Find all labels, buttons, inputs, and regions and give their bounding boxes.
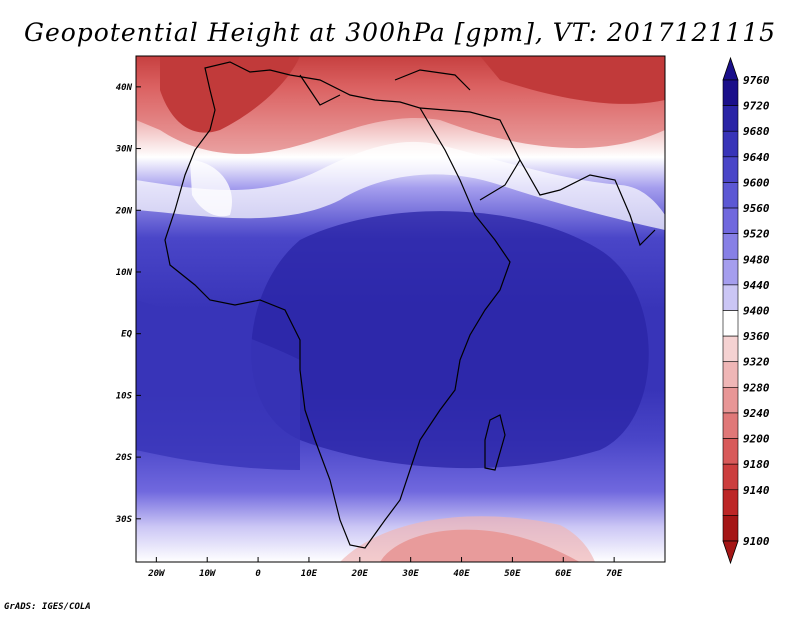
colorbar-label: 9140 xyxy=(743,484,770,497)
lon-tick-label: 0 xyxy=(255,569,261,579)
latitude-axis: 40N 30N 20N 10N EQ 10S 20S 30S xyxy=(115,83,141,525)
coastline-outline xyxy=(164,61,656,549)
colorbar-label: 9440 xyxy=(743,279,770,292)
colorbar-swatch xyxy=(722,207,739,234)
lon-tick-label: 20W xyxy=(147,569,166,579)
colorbar-swatch xyxy=(722,489,739,516)
colorbar-label: 9760 xyxy=(743,74,770,87)
lon-tick-label: 60E xyxy=(555,569,572,579)
colorbar-label: 9280 xyxy=(743,381,770,394)
lat-tick-label: 30S xyxy=(115,515,133,525)
colorbar-top-arrow xyxy=(722,56,739,81)
colorbar-swatch xyxy=(722,79,739,106)
longitude-axis: 20W 10W 0 10E 20E 30E 40E 50E 60E 70E xyxy=(147,557,623,579)
colorbar-label: 9480 xyxy=(743,253,770,266)
lat-tick-label: EQ xyxy=(121,330,132,340)
lat-tick-label: 20N xyxy=(115,206,133,216)
lon-tick-label: 10E xyxy=(301,569,318,579)
colorbar-label: 9680 xyxy=(743,125,770,138)
colorbar-swatch xyxy=(722,130,739,158)
colorbar-swatch xyxy=(722,515,739,542)
colorbar-swatch xyxy=(722,438,739,465)
colorbar-swatch xyxy=(722,412,739,439)
lat-tick-label: 30N xyxy=(115,145,133,155)
lon-tick-label: 20E xyxy=(351,569,369,579)
colorbar-swatch xyxy=(722,182,739,209)
map-frame xyxy=(135,55,666,563)
colorbar-swatch xyxy=(722,335,739,363)
map-title: Geopotential Height at 300hPa [gpm], VT:… xyxy=(23,18,777,47)
colorbar-swatch xyxy=(722,156,739,183)
lat-tick-label: 10N xyxy=(116,268,133,278)
colorbar-label: 9560 xyxy=(743,202,770,215)
lat-tick-label: 40N xyxy=(116,83,133,93)
footer-credit: GrADS: IGES/COLA xyxy=(4,602,91,612)
geopotential-field xyxy=(136,56,665,562)
colorbar-label: 9720 xyxy=(743,100,770,113)
colorbar: 9760 9720 9680 9640 9600 9560 9520 9480 9440 9400… xyxy=(722,56,770,565)
colorbar-label: 9100 xyxy=(743,535,770,548)
colorbar-label: 9520 xyxy=(743,228,770,241)
colorbar-label: 9600 xyxy=(743,176,770,189)
colorbar-label: 9200 xyxy=(743,433,770,446)
colorbar-label: 9320 xyxy=(743,356,770,369)
lon-tick-label: 50E xyxy=(504,569,521,579)
colorbar-label: 9240 xyxy=(743,407,770,420)
lat-tick-label: 10S xyxy=(116,391,133,401)
lon-tick-label: 10W xyxy=(199,569,217,579)
lon-tick-label: 40E xyxy=(453,569,470,579)
colorbar-swatch xyxy=(722,463,739,491)
colorbar-label: 9640 xyxy=(743,151,770,164)
lon-tick-label: 70E xyxy=(606,569,623,579)
colorbar-swatch xyxy=(722,105,739,132)
colorbar-swatch xyxy=(722,258,739,286)
colorbar-label: 9180 xyxy=(743,458,770,471)
colorbar-swatch xyxy=(722,310,739,337)
colorbar-label: 9400 xyxy=(743,305,770,318)
colorbar-swatch xyxy=(722,361,739,388)
colorbar-bottom-arrow xyxy=(722,540,739,565)
colorbar-swatch xyxy=(722,284,739,311)
colorbar-label: 9360 xyxy=(743,330,770,343)
lon-tick-label: 30E xyxy=(402,569,420,579)
colorbar-swatch xyxy=(722,387,739,414)
colorbar-swatch xyxy=(722,233,739,260)
lat-tick-label: 20S xyxy=(115,453,133,463)
